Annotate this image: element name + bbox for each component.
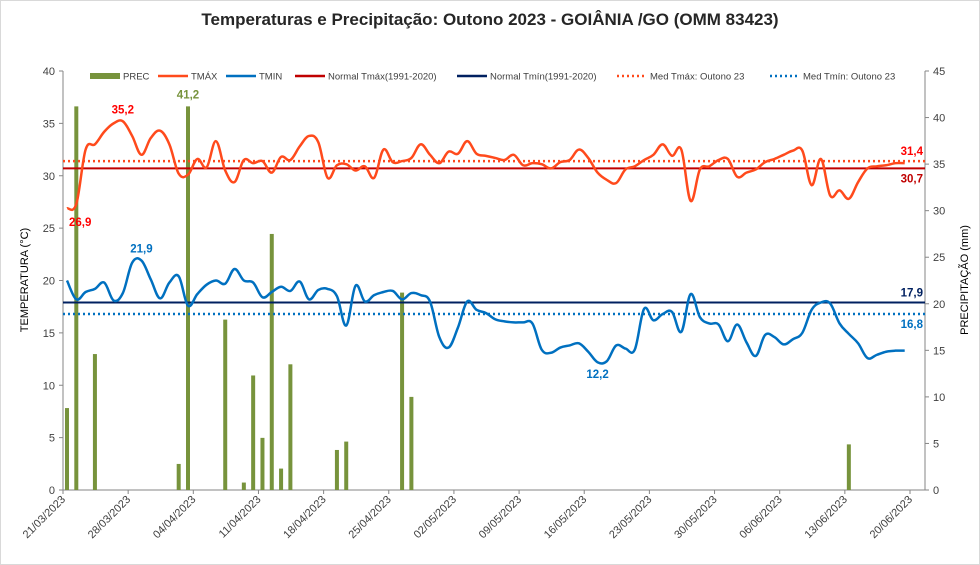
- x-tick-label: 09/05/2023: [477, 494, 524, 541]
- precip-bar: [223, 319, 228, 490]
- y2-tick-label: 40: [933, 113, 945, 125]
- precip-bar: [400, 292, 405, 490]
- legend: PREC TMÁX TMIN Normal Tmáx(1991-2020) Normal…: [90, 72, 895, 83]
- legend-label: Med Tmáx: Outono 23: [650, 72, 744, 83]
- data-label: 21,9: [130, 244, 152, 256]
- legend-item: Normal Tmáx(1991-2020): [295, 72, 437, 83]
- precip-bars: [65, 106, 851, 490]
- y2-tick-label: 15: [933, 345, 945, 357]
- reference-lines: [63, 159, 925, 316]
- precip-bar: [176, 463, 181, 490]
- tmax-line: [66, 119, 905, 212]
- y-tick-label: 35: [43, 118, 55, 130]
- precip-bar: [344, 441, 349, 490]
- annotations: 35,2 26,9 41,2 21,9 12,2 31,4 30,7 17,9 16,8: [69, 89, 924, 381]
- data-label: 17,9: [901, 287, 923, 299]
- legend-label: Normal Tmín(1991-2020): [490, 72, 596, 83]
- y-tick-label: 30: [43, 171, 55, 183]
- x-tick-label: 21/03/2023: [21, 494, 68, 541]
- y-tick-label: 0: [49, 485, 55, 497]
- precip-bar: [65, 408, 69, 490]
- precip-bar: [279, 468, 284, 490]
- y2-tick-label: 45: [933, 66, 945, 78]
- temperature-lines: [65, 119, 905, 365]
- legend-item: Normal Tmín(1991-2020): [457, 72, 596, 83]
- legend-item: PREC: [90, 72, 150, 83]
- x-tick-label: 18/04/2023: [281, 494, 328, 541]
- y-tick-label: 20: [43, 276, 55, 288]
- legend-item: Med Tmín: Outono 23: [770, 72, 895, 83]
- data-label: 35,2: [112, 104, 134, 116]
- legend-label: Med Tmín: Outono 23: [803, 72, 895, 83]
- y-tick-label: 25: [43, 223, 55, 235]
- precip-bar: [251, 375, 256, 490]
- y2-tick-label: 35: [933, 159, 945, 171]
- y2-tick-label: 5: [933, 438, 939, 450]
- data-label: 12,2: [586, 369, 608, 381]
- tmin-line: [65, 257, 905, 365]
- legend-swatch: [90, 73, 120, 79]
- x-tick-label: 30/05/2023: [672, 494, 719, 541]
- precip-bar: [92, 354, 97, 490]
- precip-bar: [846, 444, 851, 490]
- x-tick-label: 06/06/2023: [737, 494, 784, 541]
- y2-tick-label: 25: [933, 252, 945, 264]
- x-tick-label: 20/06/2023: [868, 494, 915, 541]
- legend-label: PREC: [123, 72, 150, 83]
- legend-item: TMÁX: [158, 72, 218, 83]
- chart-title: Temperaturas e Precipitação: Outono 2023…: [201, 10, 779, 29]
- data-label: 26,9: [69, 217, 91, 229]
- legend-item: TMIN: [226, 72, 282, 83]
- x-tick-label: 13/06/2023: [803, 494, 850, 541]
- legend-item: Med Tmáx: Outono 23: [617, 72, 744, 83]
- y-tick-label: 5: [49, 433, 55, 445]
- y-axis-title: TEMPERATURA (°C): [19, 228, 31, 332]
- y2-tick-label: 30: [933, 206, 945, 218]
- legend-label: TMIN: [259, 72, 282, 83]
- x-tick-label: 23/05/2023: [607, 494, 654, 541]
- y-tick-label: 10: [43, 380, 55, 392]
- data-label: 30,7: [901, 173, 923, 185]
- x-tick-label: 02/05/2023: [412, 494, 459, 541]
- data-label: 41,2: [177, 89, 199, 101]
- y2-tick-label: 10: [933, 392, 945, 404]
- y2-axis-title: PRECIPITAÇÃO (mm): [958, 225, 971, 335]
- precip-bar: [288, 364, 293, 490]
- precip-bar: [409, 396, 414, 490]
- data-label: 16,8: [901, 319, 924, 331]
- y-tick-label: 15: [43, 328, 55, 340]
- x-tick-label: 28/03/2023: [86, 494, 133, 541]
- precip-bar: [269, 233, 274, 490]
- x-tick-label: 16/05/2023: [542, 494, 589, 541]
- x-tick-label: 25/04/2023: [346, 494, 393, 541]
- x-tick-label: 11/04/2023: [217, 494, 264, 541]
- y-tick-label: 40: [43, 66, 55, 78]
- legend-label: Normal Tmáx(1991-2020): [328, 72, 437, 83]
- precip-bar: [186, 106, 190, 490]
- precip-bar: [334, 449, 339, 490]
- x-tick-label: 04/04/2023: [151, 494, 198, 541]
- precip-bar: [241, 482, 246, 490]
- precip-bar: [260, 437, 265, 490]
- y2-tick-label: 0: [933, 485, 939, 497]
- axes: 0 5 10 15 20 25 30 35 40 0 5 10 15 20 25 30 35 40 45 21/03/…: [21, 66, 946, 541]
- legend-label: TMÁX: [191, 72, 218, 83]
- y2-tick-label: 20: [933, 299, 945, 311]
- data-label: 31,4: [901, 146, 924, 158]
